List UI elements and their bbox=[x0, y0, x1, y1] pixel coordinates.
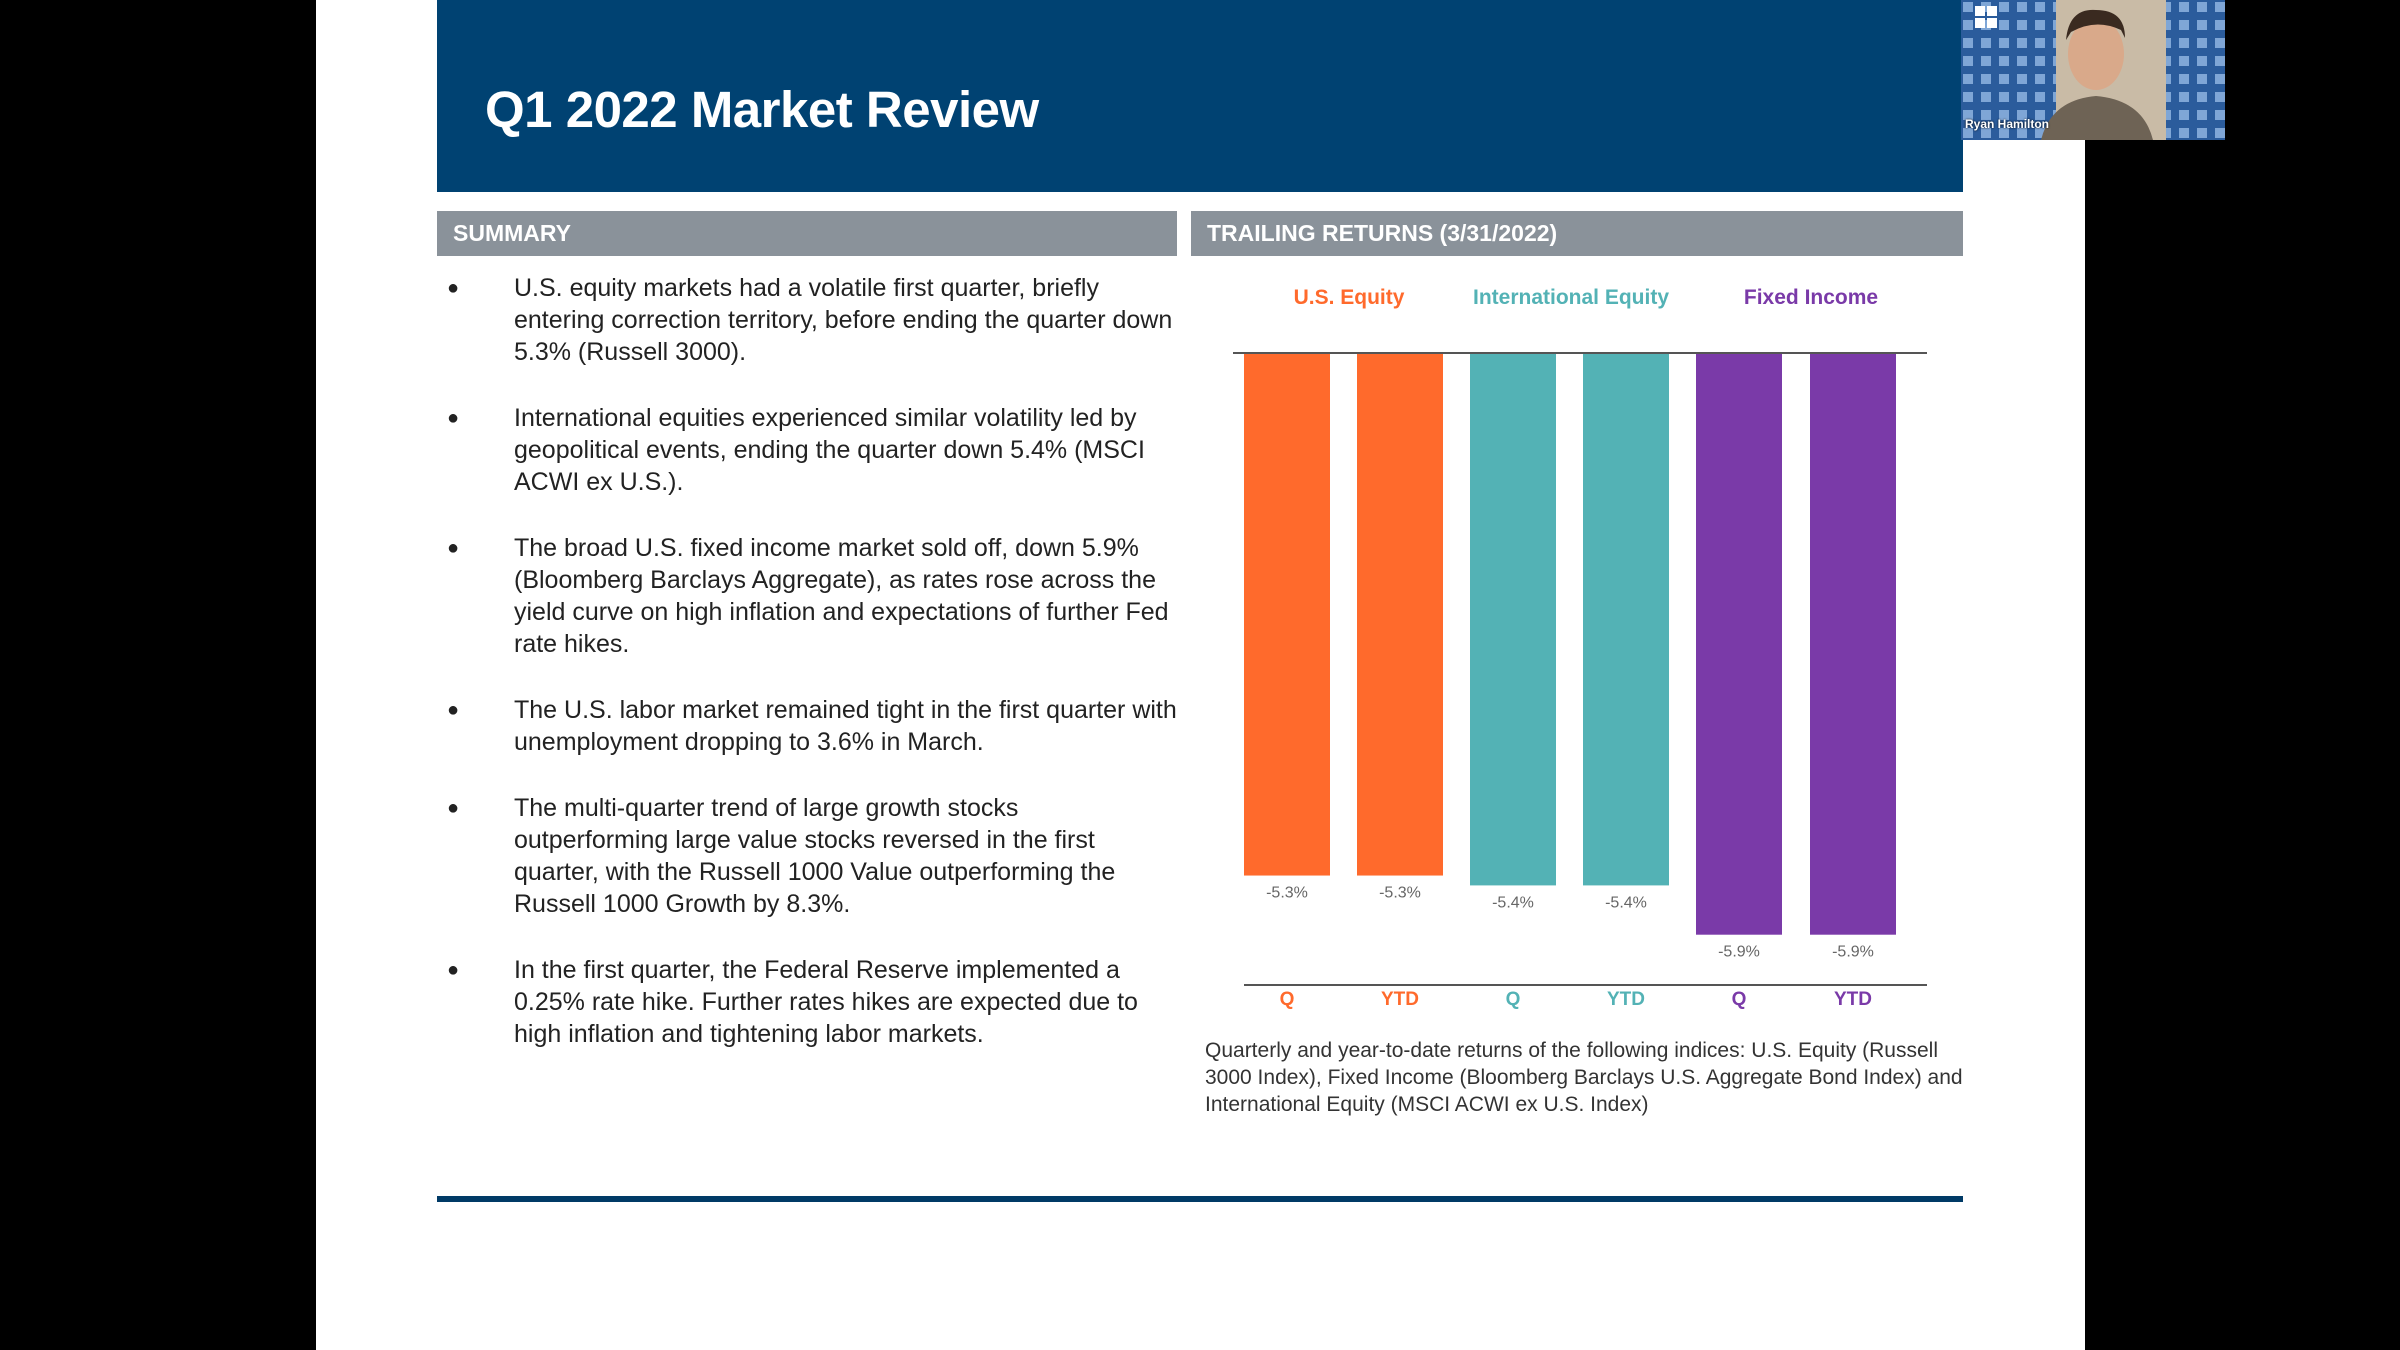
category-label: Q bbox=[1506, 989, 1521, 1010]
participant-video bbox=[2041, 0, 2166, 140]
summary-bullet: ● U.S. equity markets had a volatile firs… bbox=[437, 272, 1177, 368]
data-label: -5.4% bbox=[1492, 894, 1534, 911]
webcam-thumbnail[interactable]: Ryan Hamilton bbox=[1961, 0, 2225, 140]
category-label: YTD bbox=[1607, 989, 1645, 1010]
summary-bullet-list: ● U.S. equity markets had a volatile firs… bbox=[437, 272, 1177, 1084]
summary-bullet: ● In the first quarter, the Federal Reser… bbox=[437, 954, 1177, 1050]
bullet-icon: ● bbox=[447, 537, 460, 559]
bullet-icon: ● bbox=[447, 959, 460, 981]
legend-label: Fixed Income bbox=[1744, 286, 1878, 309]
summary-section-header: SUMMARY bbox=[437, 211, 1177, 256]
slide-title: Q1 2022 Market Review bbox=[485, 81, 1039, 138]
bar bbox=[1470, 353, 1556, 886]
grid-menu-icon[interactable] bbox=[1975, 6, 1999, 30]
bar bbox=[1583, 353, 1669, 886]
category-label: Q bbox=[1732, 989, 1747, 1010]
bar bbox=[1810, 353, 1896, 935]
bullet-icon: ● bbox=[447, 797, 460, 819]
trailing-returns-chart: U.S. Equity -5.3% Q -5.3% YTD International E… bbox=[1191, 262, 1963, 1022]
participant-name: Ryan Hamilton bbox=[1965, 117, 2050, 131]
data-label: -5.3% bbox=[1266, 885, 1308, 902]
data-label: -5.3% bbox=[1379, 885, 1421, 902]
bar bbox=[1244, 353, 1330, 876]
summary-bullet: ● The U.S. labor market remained tight in… bbox=[437, 694, 1177, 758]
bar bbox=[1357, 353, 1443, 876]
summary-bullet: ● The multi-quarter trend of large growth… bbox=[437, 792, 1177, 920]
bullet-icon: ● bbox=[447, 407, 460, 429]
legend-label: U.S. Equity bbox=[1294, 286, 1405, 309]
returns-section-header: TRAILING RETURNS (3/31/2022) bbox=[1191, 211, 1963, 256]
bottom-divider bbox=[437, 1196, 1963, 1202]
title-banner: Q1 2022 Market Review bbox=[437, 0, 1963, 192]
data-label: -5.9% bbox=[1718, 944, 1760, 961]
data-label: -5.4% bbox=[1605, 894, 1647, 911]
summary-bullet: ● International equities experienced simi… bbox=[437, 402, 1177, 498]
data-label: -5.9% bbox=[1832, 944, 1874, 961]
chart-caption: Quarterly and year-to-date returns of th… bbox=[1205, 1039, 1963, 1116]
bullet-text: U.S. equity markets had a volatile first… bbox=[514, 274, 1173, 366]
bullet-text: In the first quarter, the Federal Reserv… bbox=[514, 956, 1138, 1048]
bar-chart-svg: U.S. Equity -5.3% Q -5.3% YTD International E… bbox=[1233, 286, 1927, 1010]
bullet-text: The multi-quarter trend of large growth … bbox=[514, 794, 1116, 918]
category-label: Q bbox=[1280, 989, 1295, 1010]
category-label: YTD bbox=[1834, 989, 1872, 1010]
bullet-text: The U.S. labor market remained tight in … bbox=[514, 696, 1177, 756]
bullet-text: International equities experienced simil… bbox=[514, 404, 1145, 496]
category-label: YTD bbox=[1381, 989, 1419, 1010]
bullet-icon: ● bbox=[447, 699, 460, 721]
legend-label: International Equity bbox=[1473, 286, 1669, 309]
bullet-text: The broad U.S. fixed income market sold … bbox=[514, 534, 1169, 658]
summary-bullet: ● The broad U.S. fixed income market sold… bbox=[437, 532, 1177, 660]
bar bbox=[1696, 353, 1782, 935]
bullet-icon: ● bbox=[447, 277, 460, 299]
presentation-slide: Q1 2022 Market Review SUMMARY TRAILING R… bbox=[316, 0, 2085, 1350]
